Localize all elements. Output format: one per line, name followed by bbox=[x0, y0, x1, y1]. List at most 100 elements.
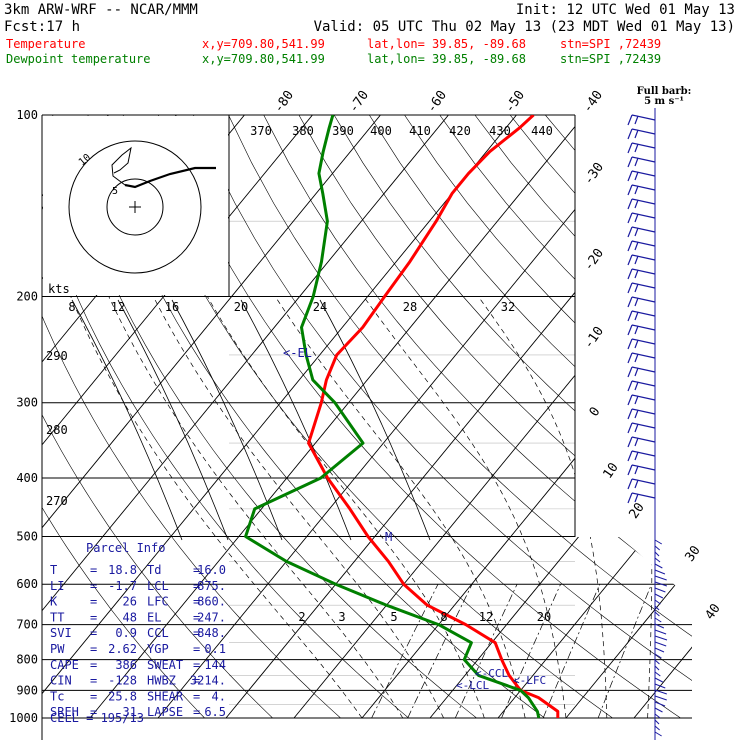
parcel-eq: = bbox=[90, 642, 97, 656]
parcel-key: YGP bbox=[147, 642, 169, 656]
barb-legend-title: Full barb: bbox=[637, 86, 692, 97]
parcel-eq: = bbox=[90, 579, 97, 593]
pressure-tick-label: 800 bbox=[16, 653, 38, 667]
moist-adiabat-line bbox=[108, 296, 404, 719]
barb-flag bbox=[634, 297, 639, 307]
barb-flag bbox=[627, 450, 633, 462]
el-marker: <-EL bbox=[283, 346, 312, 360]
parcel-eq: = bbox=[90, 626, 97, 640]
isotherm-label: -30 bbox=[581, 160, 607, 188]
fcst-value: 17 h bbox=[46, 19, 80, 35]
barb-staff bbox=[631, 128, 656, 135]
wind-barb bbox=[627, 170, 656, 182]
wind-barb bbox=[654, 611, 660, 617]
barb-flag bbox=[627, 464, 633, 476]
parcel-eq: = bbox=[193, 658, 200, 672]
wind-barb bbox=[654, 707, 663, 713]
wind-speed-arc bbox=[240, 299, 352, 541]
isotherm-line bbox=[157, 115, 653, 719]
moist-adiabat-line bbox=[275, 296, 526, 719]
legend-temperature-stn: stn=SPI ,72439 bbox=[560, 37, 661, 51]
dry-adiabat-line bbox=[157, 115, 681, 719]
wind-barb bbox=[654, 629, 667, 635]
barb-flag bbox=[627, 142, 633, 154]
wind-barb bbox=[654, 581, 668, 587]
dry-adiabat-line bbox=[52, 115, 477, 719]
pressure-tick-label: 900 bbox=[16, 683, 38, 697]
barb-staff bbox=[631, 310, 656, 317]
ccl-marker: <-CCL bbox=[475, 667, 508, 680]
parcel-value: 0.1 bbox=[204, 642, 226, 656]
parcel-eq: = bbox=[90, 610, 97, 624]
model-title: 3km ARW-WRF -- NCAR/MMM bbox=[4, 2, 198, 18]
wind-barb bbox=[654, 575, 667, 581]
barb-staff bbox=[631, 156, 656, 163]
barb-flag bbox=[634, 129, 639, 139]
barb-flag bbox=[627, 170, 633, 182]
legend-temperature-latlon: lat,lon= 39.85, -89.68 bbox=[367, 37, 526, 51]
barb-flag bbox=[634, 241, 639, 251]
isotherm-line bbox=[702, 115, 740, 718]
wind-barb bbox=[627, 310, 656, 322]
isotherm-line bbox=[42, 115, 313, 719]
hodograph-ring-label-5: 5 bbox=[112, 186, 118, 197]
barb-staff bbox=[631, 198, 656, 205]
barb-flag bbox=[634, 493, 639, 503]
wind-barbs bbox=[627, 108, 668, 740]
barb-flag bbox=[627, 212, 633, 224]
barb-flag bbox=[634, 115, 639, 125]
parcel-key: CAPE bbox=[50, 658, 79, 672]
theta-label: 270 bbox=[46, 494, 68, 508]
barb-flag bbox=[634, 353, 639, 363]
dry-adiabat-line bbox=[685, 115, 692, 719]
barb-flag bbox=[627, 198, 633, 210]
wind-barb bbox=[654, 557, 661, 563]
wind-barb bbox=[627, 464, 656, 476]
wind-barb bbox=[654, 599, 661, 605]
wind-barb bbox=[627, 226, 656, 238]
isotherm-line bbox=[497, 115, 692, 719]
parcel-key: HWBZ bbox=[147, 674, 176, 688]
barb-staff bbox=[631, 380, 656, 387]
parcel-key: SVI bbox=[50, 626, 72, 640]
dry-adiabat-line bbox=[333, 115, 692, 719]
barb-staff bbox=[631, 254, 656, 261]
barb-staff bbox=[631, 492, 656, 499]
barb-flag bbox=[627, 128, 633, 140]
parcel-value: 25.8 bbox=[108, 689, 137, 703]
parcel-key: EL bbox=[147, 610, 161, 624]
wind-barb bbox=[654, 623, 665, 629]
barb-staff bbox=[631, 170, 656, 177]
barb-flag bbox=[634, 143, 639, 153]
wind-barb bbox=[627, 268, 656, 280]
wind-barb bbox=[654, 617, 662, 623]
barb-staff bbox=[631, 282, 656, 289]
dry-adiabat-line bbox=[369, 115, 692, 719]
mixing-ratio-line bbox=[597, 584, 652, 719]
isotherm-label: 20 bbox=[626, 500, 647, 521]
parcel-eq: = bbox=[193, 610, 200, 624]
parcel-key: LCL bbox=[147, 579, 169, 593]
parcel-key: SHEAR bbox=[147, 689, 184, 703]
barb-flag bbox=[627, 380, 633, 392]
parcel-value: 6.5 bbox=[204, 705, 226, 719]
barb-staff bbox=[631, 338, 656, 345]
wind-speed-label: 32 bbox=[501, 300, 515, 314]
barb-staff bbox=[631, 240, 656, 247]
parcel-eq: = bbox=[193, 642, 200, 656]
barb-flag bbox=[627, 296, 633, 308]
wind-barb bbox=[627, 366, 656, 378]
legend-dewpoint-stn: stn=SPI ,72439 bbox=[560, 52, 661, 66]
wind-barb bbox=[627, 184, 656, 196]
wind-barb bbox=[627, 338, 656, 350]
barb-flag bbox=[634, 381, 639, 391]
wind-barb bbox=[654, 569, 666, 575]
barb-staff bbox=[631, 436, 656, 443]
dry-adiabat-line bbox=[474, 115, 692, 719]
barb-staff bbox=[631, 114, 656, 121]
dry-adiabat-line bbox=[509, 115, 692, 719]
parcel-key: CIN bbox=[50, 674, 72, 688]
mixing-ratio-label: 2 bbox=[298, 610, 305, 624]
dry-adiabat-line bbox=[615, 115, 692, 719]
barb-legend-units: 5 m s⁻¹ bbox=[644, 96, 684, 107]
